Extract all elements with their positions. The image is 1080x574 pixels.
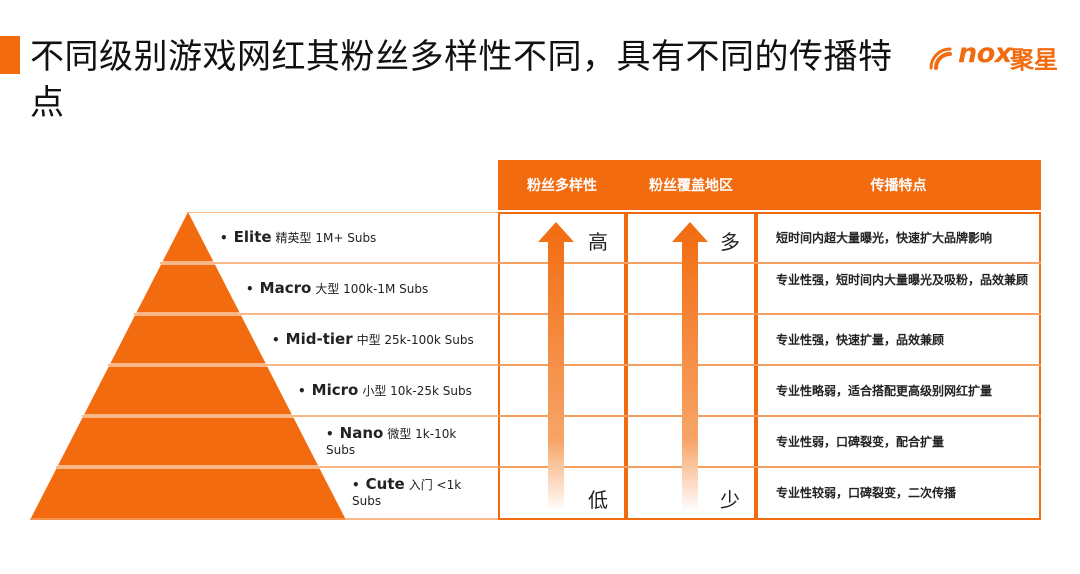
tier-name: Cute bbox=[365, 475, 405, 493]
tier-macro: • Macro 大型 100k-1M Subs bbox=[246, 280, 428, 297]
bullet: • bbox=[272, 333, 280, 347]
signal-icon bbox=[929, 47, 952, 70]
coverage-column bbox=[626, 212, 756, 520]
page-title: 不同级别游戏网红其粉丝多样性不同，具有不同的传播特点 bbox=[30, 37, 893, 123]
tier-desc: 入门 <1k Subs bbox=[352, 478, 462, 508]
tier-name: Micro bbox=[311, 381, 359, 399]
tier-desc: 中型 25k-100k Subs bbox=[356, 333, 474, 347]
tier-name: Nano bbox=[339, 424, 384, 442]
tier-desc: 大型 100k-1M Subs bbox=[315, 282, 429, 296]
coverage-arrow-icon bbox=[672, 222, 708, 512]
spread-mid: 专业性强，快速扩量，品效兼顾 bbox=[776, 333, 945, 347]
row-divider bbox=[498, 364, 1041, 366]
spread-column bbox=[756, 212, 1041, 520]
row-divider bbox=[498, 313, 1041, 315]
header-coverage: 粉丝覆盖地区 bbox=[626, 160, 756, 210]
tier-elite: • Elite 精英型 1M+ Subs bbox=[220, 229, 376, 246]
row-divider bbox=[498, 466, 1041, 468]
header-spread: 传播特点 bbox=[756, 160, 1041, 210]
logo-cn: 聚星 bbox=[1010, 46, 1058, 74]
tier-nano: • Nano 微型 1k-10k Subs bbox=[326, 425, 476, 458]
pyramid-graphic bbox=[30, 212, 498, 520]
spread-macro: 专业性强，短时间内大量曝光及吸粉，品效兼顾 bbox=[776, 273, 1029, 287]
tier-desc: 小型 10k-25k Subs bbox=[362, 384, 472, 398]
row-divider bbox=[498, 262, 1041, 264]
bullet: • bbox=[298, 384, 306, 398]
tier-desc: 精英型 1M+ Subs bbox=[275, 231, 377, 245]
bullet: • bbox=[326, 427, 334, 441]
row-divider bbox=[498, 415, 1041, 417]
bullet: • bbox=[246, 282, 254, 296]
logo-word: nox bbox=[958, 38, 1012, 69]
bullet: • bbox=[352, 478, 360, 492]
influencer-pyramid bbox=[30, 212, 500, 520]
tier-cute: • Cute 入门 <1k Subs bbox=[352, 476, 477, 509]
header-diversity: 粉丝多样性 bbox=[498, 160, 626, 210]
tier-name: Mid-tier bbox=[285, 330, 353, 348]
diversity-high: 高 bbox=[588, 230, 608, 254]
title-accent-bar bbox=[0, 36, 20, 74]
nox-logo: nox 聚星 bbox=[928, 34, 1058, 78]
tier-name: Elite bbox=[233, 228, 272, 246]
diversity-low: 低 bbox=[588, 488, 608, 512]
tier-desc: 微型 1k-10k Subs bbox=[326, 427, 457, 457]
bullet: • bbox=[220, 231, 228, 245]
spread-elite: 短时间内超大量曝光，快速扩大品牌影响 bbox=[776, 231, 993, 245]
spread-cute: 专业性较弱，口碑裂变，二次传播 bbox=[776, 486, 957, 500]
coverage-high: 多 bbox=[720, 230, 740, 254]
tier-micro: • Micro 小型 10k-25k Subs bbox=[298, 382, 472, 399]
tier-mid: • Mid-tier 中型 25k-100k Subs bbox=[272, 331, 474, 348]
diversity-arrow-icon bbox=[538, 222, 574, 512]
spread-nano: 专业性弱，口碑裂变，配合扩量 bbox=[776, 435, 945, 449]
coverage-low: 少 bbox=[720, 488, 740, 512]
diversity-column bbox=[498, 212, 626, 520]
spread-micro: 专业性略弱，适合搭配更高级别网红扩量 bbox=[776, 384, 993, 398]
tier-name: Macro bbox=[259, 279, 312, 297]
